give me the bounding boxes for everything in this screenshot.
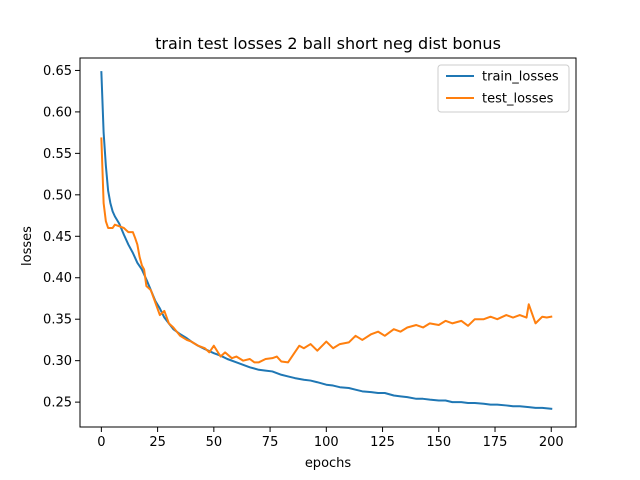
- y-axis-label: losses: [20, 226, 35, 266]
- legend-label-train_losses: train_losses: [482, 70, 559, 85]
- x-tick-label: 125: [370, 435, 395, 450]
- series-line-train_losses: [100, 71, 553, 410]
- x-tick-label: 175: [483, 435, 508, 450]
- x-tick-label: 150: [426, 435, 451, 450]
- y-tick-label: 0.65: [43, 64, 72, 79]
- chart-title: train test losses 2 ball short neg dist …: [155, 34, 501, 53]
- y-tick-label: 0.55: [43, 147, 72, 162]
- y-tick-label: 0.60: [43, 105, 72, 120]
- y-tick-label: 0.40: [43, 271, 72, 286]
- plot-frame: [79, 57, 577, 428]
- plot-area: 0 25 50 75 100 125 150 175 200 0.25 0.30 0.35 0.40 0.…: [43, 57, 577, 450]
- y-tick-label: 0.25: [43, 396, 72, 411]
- y-tick-label: 0.50: [43, 188, 72, 203]
- x-tick-label: 75: [262, 435, 279, 450]
- x-tick-label: 50: [206, 435, 223, 450]
- series-line-test_losses: [100, 137, 553, 364]
- x-tick-label: 200: [539, 435, 564, 450]
- x-tick-label: 25: [149, 435, 166, 450]
- legend-label-test_losses: test_losses: [482, 92, 554, 107]
- y-tick-label: 0.35: [43, 313, 72, 328]
- y-tick-label: 0.30: [43, 354, 72, 369]
- legend: train_losses test_losses: [437, 64, 570, 113]
- x-tick-label: 100: [314, 435, 339, 450]
- x-tick-label: 0: [97, 435, 105, 450]
- x-axis-label: epochs: [305, 456, 352, 471]
- y-tick-label: 0.45: [43, 230, 72, 245]
